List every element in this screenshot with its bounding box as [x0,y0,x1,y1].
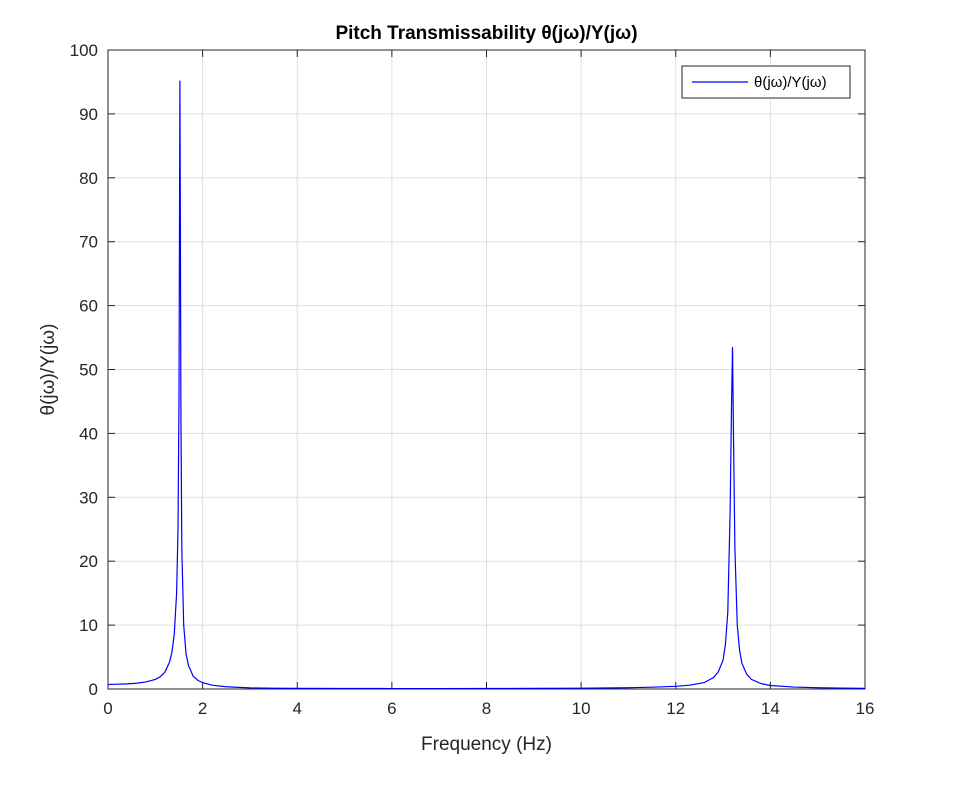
x-tick-label: 14 [761,699,780,718]
y-tick-label: 20 [79,552,98,571]
x-tick-label: 10 [572,699,591,718]
x-tick-label: 16 [856,699,875,718]
y-axis-label: θ(jω)/Y(jω) [38,324,59,416]
axis-ticks [107,49,866,690]
x-tick-label: 8 [482,699,491,718]
x-tick-label: 0 [103,699,112,718]
y-tick-label: 0 [89,680,98,699]
y-tick-label: 70 [79,233,98,252]
grid-lines [108,50,865,689]
x-axis-label: Frequency (Hz) [421,734,552,755]
x-tick-labels: 0 2 4 6 8 10 12 14 16 [103,699,874,718]
x-tick-label: 6 [387,699,396,718]
series-line-pitch-transmissability [107,80,866,690]
x-tick-label: 12 [666,699,685,718]
x-tick-label: 2 [198,699,207,718]
y-tick-label: 90 [79,105,98,124]
legend: θ(jω)/Y(jω) [681,65,851,99]
y-tick-label: 60 [79,297,98,316]
y-tick-label: 80 [79,169,98,188]
legend-label: θ(jω)/Y(jω) [754,74,827,91]
chart-title: Pitch Transmissability θ(jω)/Y(jω) [335,23,637,44]
y-tick-label: 10 [79,616,98,635]
x-tick-label: 4 [293,699,302,718]
y-tick-label: 30 [79,488,98,507]
y-tick-label: 100 [70,41,98,60]
y-tick-labels: 0 10 20 30 40 50 60 70 80 90 100 [70,41,98,699]
y-tick-label: 50 [79,361,98,380]
y-tick-label: 40 [79,424,98,443]
